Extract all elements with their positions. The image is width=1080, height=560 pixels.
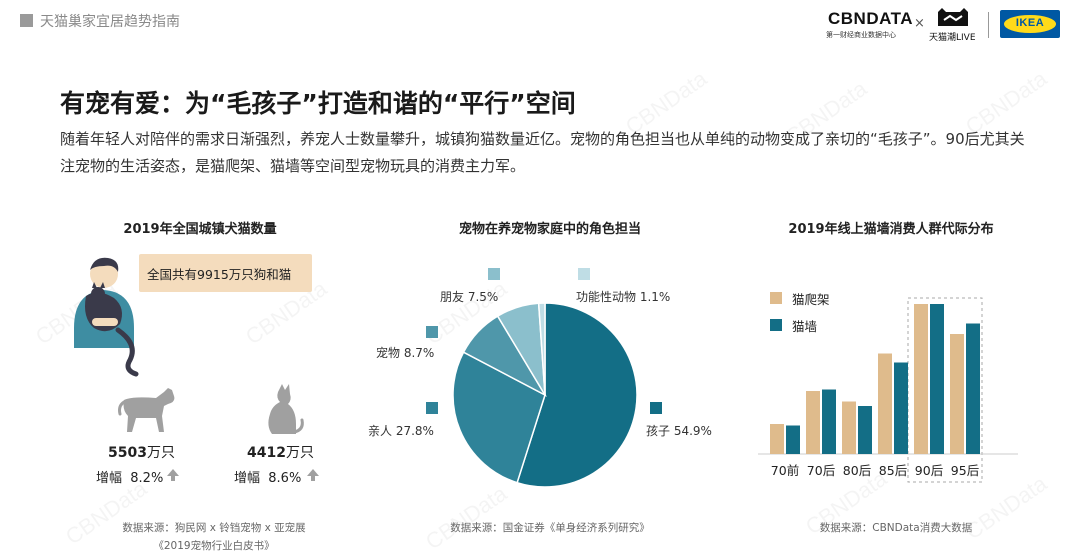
total-pets-bubble: 全国共有9915万只狗和猫 [139,254,312,292]
pie-slice-label: 亲人 27.8% [368,422,434,439]
tmall-logo-text: 天猫潮LIVE [929,33,976,43]
pie-slice-label: 功能性动物 1.1% [576,288,670,305]
pie-slice [516,302,638,488]
cat-count-unit: 万只 [285,445,314,461]
dog-icon [118,388,175,432]
pie-slice-value: 7.5% [464,290,499,304]
cat-count: 4412万只 [247,442,314,462]
bar [770,424,784,454]
bar [806,391,820,454]
panel2-source: 数据来源：国金证券《单身经济系列研究》 [450,522,650,534]
x-tick-label: 90后 [914,463,944,478]
cat-growth-label: 增幅 [234,471,261,486]
total-pets-text: 全国共有9915万只狗和猫 [147,267,292,282]
highlight-box [907,297,983,483]
pie-slice-label: 朋友 7.5% [440,288,498,305]
ikea-logo: IKEA [1000,10,1060,38]
legend-swatch [770,292,782,304]
dog-count-unit: 万只 [146,445,175,461]
pie-slice [452,351,546,484]
x-tick-label: 95后 [950,463,980,478]
header-square-icon [20,14,33,27]
pie-slice [537,302,546,396]
x-tick-label: 85后 [878,463,908,478]
bar [930,304,944,454]
pie-slice-name: 孩子 [646,424,671,438]
ikea-logo-oval: IKEA [1004,15,1056,33]
bar [842,401,856,454]
panel1-source-line1: 数据来源：狗民网 x 铃铛宠物 x 亚宠展 [122,522,306,534]
bar [894,362,908,454]
dog-growth-value: 8.2% [130,471,164,486]
pie-chart [452,302,638,488]
bar [858,406,872,454]
panel3-source: 数据来源：CBNData消费大数据 [819,522,973,534]
pie-label-swatch [426,326,438,338]
bar [786,425,800,454]
pie-slice-value: 8.7% [400,346,435,360]
pie-label-swatch [578,268,590,280]
pie-slice-name: 亲人 [368,424,393,438]
bar [878,353,892,454]
watermark: CBNData [421,481,512,556]
page-description: 随着年轻人对陪伴的需求日渐强烈，养宠人士数量攀升，城镇狗猫数量近亿。宠物的角色担… [60,130,1025,175]
pie-slice-label: 宠物 8.7% [376,344,434,361]
pie-slice-value: 27.8% [392,424,434,438]
dog-count-number: 5503 [108,445,147,461]
cbndata-logo: CBNDATA [828,9,914,28]
dog-growth: 增幅 8.2% [96,467,163,486]
tmall-cat-logo-icon [938,8,968,26]
legend-label: 猫爬架 [792,292,830,307]
x-tick-label: 70前 [770,463,800,478]
arrow-up-icon [307,469,319,481]
bar [822,389,836,454]
bar [914,304,928,454]
report-title: 天猫巢家宜居趋势指南 [40,14,180,30]
pie-label-swatch [426,402,438,414]
bar-chart [758,297,1018,483]
x-tick-label: 70后 [806,463,836,478]
dog-count: 5503万只 [108,442,175,462]
panel1-title: 2019年全国城镇犬猫数量 [123,222,277,237]
bar [950,334,964,454]
dog-growth-label: 增幅 [96,471,123,486]
panel2-title: 宠物在养宠物家庭中的角色担当 [458,222,641,237]
pie-slice-value: 1.1% [636,290,671,304]
pie-slice-name: 朋友 [440,290,465,304]
ikea-logo-text: IKEA [1015,17,1045,29]
panel3-title: 2019年线上猫墙消费人群代际分布 [788,222,994,237]
cat-growth-value: 8.6% [268,471,302,486]
page-title: 有宠有爱：为“毛孩子”打造和谐的“平行”空间 [60,89,576,118]
x-tick-label: 80后 [842,463,872,478]
cbndata-logo-subtitle: 第一财经商业数据中心 [826,31,896,39]
cat-icon [268,384,304,434]
legend-label: 猫墙 [792,319,818,334]
pie-slice-value: 54.9% [670,424,712,438]
arrow-up-icon [167,469,179,481]
pie-label-swatch [488,268,500,280]
pie-slice-name: 宠物 [376,346,401,360]
pie-label-swatch [650,402,662,414]
bar [966,323,980,454]
panel1-source-line2: 《2019宠物行业白皮书》 [153,540,275,552]
cat-growth: 增幅 8.6% [234,467,301,486]
pie-slice-name: 功能性动物 [576,290,637,304]
pie-slice-label: 孩子 54.9% [646,422,712,439]
legend-swatch [770,319,782,331]
cat-count-number: 4412 [247,445,286,461]
person-hugging-cat-illustration [74,257,139,377]
logo-divider [988,12,989,38]
logo-separator: × [914,16,925,31]
